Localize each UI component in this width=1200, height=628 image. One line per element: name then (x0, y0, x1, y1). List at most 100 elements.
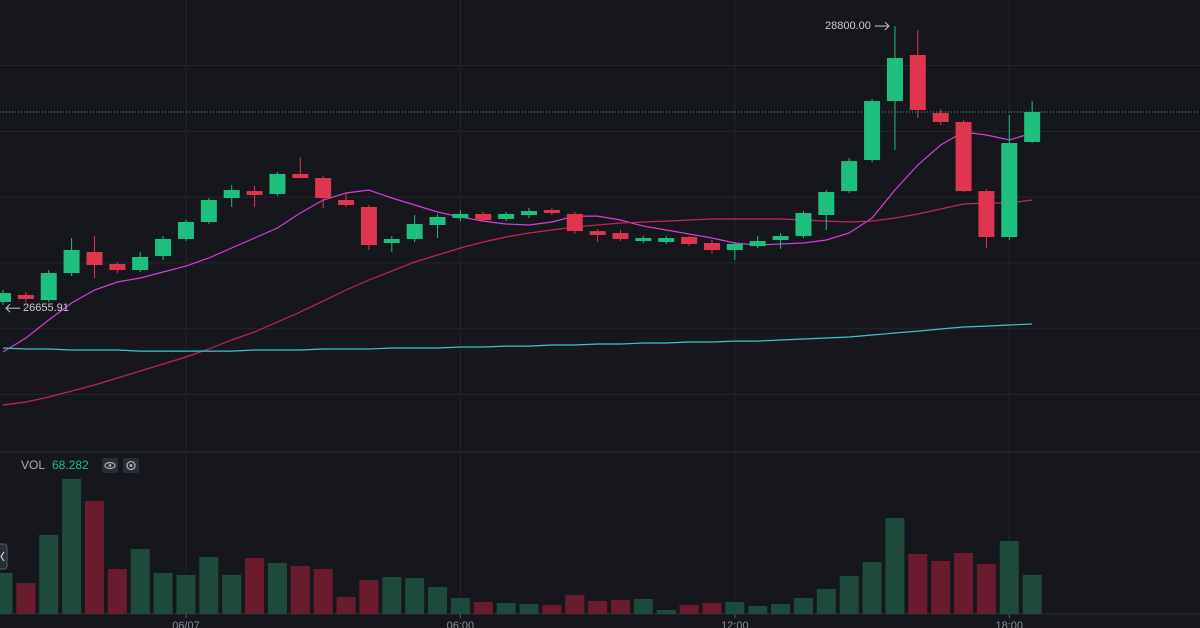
candle-body (566, 213, 583, 232)
candle-body (17, 295, 34, 299)
moving-average-line (2, 131, 1033, 353)
volume-bar (450, 598, 470, 614)
volume-bar (542, 604, 562, 614)
candle-body (658, 238, 675, 242)
volume-bar (519, 604, 539, 614)
candle-body (886, 58, 903, 102)
volume-bar (199, 556, 219, 614)
candle-body (521, 211, 538, 216)
candle-body (223, 190, 240, 199)
volume-bar (359, 580, 379, 614)
volume-bar (222, 574, 242, 614)
candle-body (543, 210, 560, 214)
volume-bar (976, 564, 996, 614)
candle-body (200, 200, 217, 222)
candle-body (177, 221, 194, 239)
candle-body (681, 236, 698, 244)
candle-body (63, 250, 80, 274)
volume-bar (290, 566, 310, 614)
volume-bar (862, 562, 882, 614)
annotation-arrowhead (884, 21, 890, 31)
candle-body (269, 173, 286, 194)
annotation-arrowhead (5, 303, 11, 313)
x-tick-label: 18:00 (996, 620, 1024, 628)
candle-body (772, 236, 789, 241)
volume-bar (153, 572, 173, 614)
candle-body (749, 241, 766, 247)
volume-bar (702, 602, 722, 614)
candle-body (726, 243, 743, 251)
volume-bar (885, 518, 905, 614)
label-layer: 06/07 06:00 12:00 18:00 28800.00 26655.91 (5, 20, 1024, 628)
x-tick-label: 12:00 (721, 620, 749, 628)
volume-bar (931, 560, 951, 614)
volume-bar (908, 554, 928, 614)
volume-eye-button[interactable] (102, 458, 118, 473)
volume-bar (473, 602, 493, 614)
volume-bar (725, 602, 745, 614)
candle-body (703, 243, 720, 251)
volume-bar (405, 578, 425, 614)
volume-bar (679, 604, 699, 614)
volume-bar (748, 606, 768, 614)
volume-bar (0, 572, 13, 614)
candle-body (1001, 143, 1018, 237)
candle-layer (0, 26, 1041, 306)
volume-bar (176, 574, 196, 614)
candle-body (932, 113, 949, 122)
volume-bar (1022, 574, 1042, 614)
moving-average-line (2, 323, 1033, 352)
volume-bar (816, 588, 836, 614)
volume-bar (62, 478, 82, 614)
candle-body (955, 121, 972, 192)
x-tick-label: 06/07 (172, 620, 200, 628)
volume-bar (496, 602, 516, 614)
x-tick-label: 06:00 (447, 620, 475, 628)
volume-bar (84, 500, 104, 614)
candle-body (86, 251, 103, 266)
candle-body (292, 173, 309, 179)
volume-bar (130, 548, 150, 614)
volume-bar (656, 610, 676, 614)
ma-layer (0, 111, 1200, 406)
volume-bar (610, 600, 630, 614)
volume-bar (954, 552, 974, 614)
volume-bar (771, 604, 791, 614)
candle-body (246, 191, 263, 196)
candle-body (338, 200, 355, 206)
candle-body (589, 231, 606, 236)
volume-bar (382, 576, 402, 614)
candle-body (429, 216, 446, 226)
candle-body (818, 191, 835, 216)
candle-body (1024, 111, 1041, 142)
candle-body (475, 213, 492, 221)
candle-body (498, 213, 515, 219)
candle-body (0, 293, 11, 302)
candle-body (406, 223, 423, 239)
volume-bar (16, 582, 36, 614)
candle-body (864, 101, 881, 161)
candle-body (109, 263, 126, 271)
volume-bar (267, 562, 287, 614)
candle-body (452, 213, 469, 219)
volume-value: 68.282 (52, 458, 89, 472)
candle-body (841, 161, 858, 192)
collapse-button[interactable] (0, 543, 8, 570)
volume-layer (0, 478, 1042, 614)
candle-body (155, 238, 172, 257)
volume-bar (839, 576, 859, 614)
volume-bar (336, 596, 356, 614)
low-label: 26655.91 (23, 302, 69, 314)
candle-body (383, 238, 400, 244)
candle-body (909, 55, 926, 111)
candle-body (635, 238, 652, 242)
volume-settings-button[interactable] (123, 458, 139, 473)
volume-bar (245, 558, 265, 614)
volume-bar (39, 534, 59, 614)
volume-bar (428, 586, 448, 614)
candle-body (360, 206, 377, 246)
candle-body (315, 178, 332, 199)
